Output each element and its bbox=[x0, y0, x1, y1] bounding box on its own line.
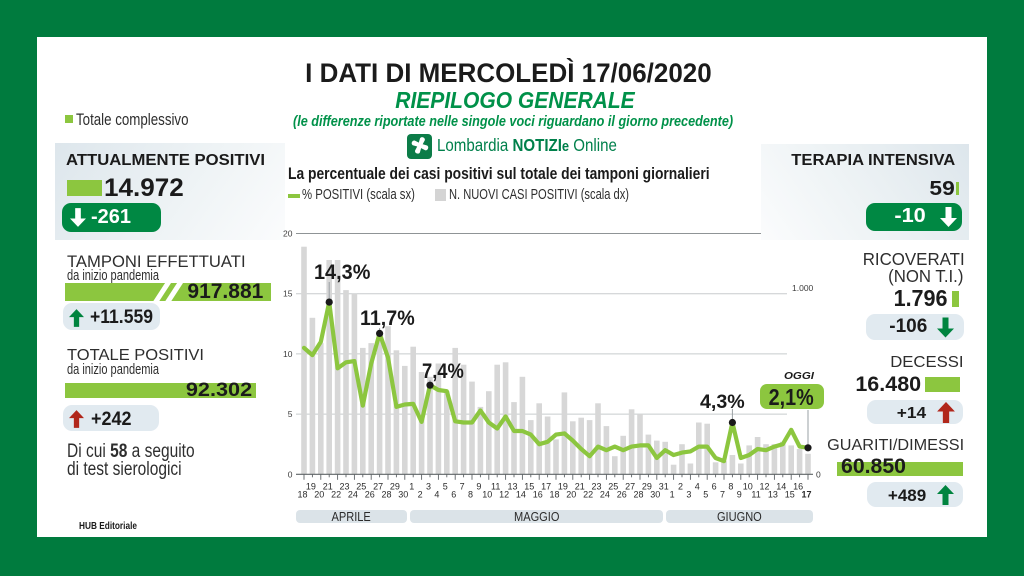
svg-text:29: 29 bbox=[390, 482, 400, 492]
svg-text:11: 11 bbox=[491, 482, 500, 492]
svg-text:1: 1 bbox=[670, 489, 675, 499]
svg-text:8: 8 bbox=[728, 482, 733, 492]
svg-text:4: 4 bbox=[695, 482, 700, 492]
svg-text:22: 22 bbox=[583, 489, 593, 499]
svg-text:20: 20 bbox=[566, 489, 576, 499]
svg-text:30: 30 bbox=[650, 489, 660, 499]
svg-text:19: 19 bbox=[558, 482, 568, 492]
svg-text:24: 24 bbox=[348, 489, 358, 499]
svg-text:1: 1 bbox=[409, 482, 414, 492]
svg-text:6: 6 bbox=[712, 482, 717, 492]
svg-text:20: 20 bbox=[283, 229, 293, 239]
svg-text:12: 12 bbox=[499, 489, 509, 499]
svg-text:5: 5 bbox=[703, 489, 708, 499]
svg-text:10: 10 bbox=[482, 489, 492, 499]
svg-text:17: 17 bbox=[801, 489, 811, 499]
svg-text:26: 26 bbox=[365, 489, 375, 499]
svg-text:8: 8 bbox=[468, 489, 473, 499]
svg-text:18: 18 bbox=[549, 489, 559, 499]
svg-text:16: 16 bbox=[793, 482, 803, 492]
svg-text:20: 20 bbox=[314, 489, 324, 499]
svg-text:13: 13 bbox=[507, 482, 517, 492]
svg-text:3: 3 bbox=[426, 482, 431, 492]
svg-text:16: 16 bbox=[533, 489, 543, 499]
svg-text:23: 23 bbox=[591, 482, 601, 492]
svg-text:26: 26 bbox=[617, 489, 627, 499]
svg-text:27: 27 bbox=[373, 482, 383, 492]
svg-text:6: 6 bbox=[451, 489, 456, 499]
svg-text:14: 14 bbox=[776, 482, 786, 492]
svg-text:29: 29 bbox=[642, 482, 652, 492]
svg-text:2: 2 bbox=[678, 482, 683, 492]
svg-text:3: 3 bbox=[686, 489, 691, 499]
svg-text:12: 12 bbox=[759, 482, 769, 492]
svg-text:15: 15 bbox=[785, 489, 795, 499]
svg-text:15: 15 bbox=[283, 289, 293, 299]
svg-text:9: 9 bbox=[476, 482, 481, 492]
svg-text:21: 21 bbox=[575, 482, 585, 492]
svg-text:10: 10 bbox=[743, 482, 753, 492]
svg-text:2: 2 bbox=[418, 489, 423, 499]
svg-text:22: 22 bbox=[331, 489, 341, 499]
svg-text:25: 25 bbox=[608, 482, 618, 492]
svg-text:7: 7 bbox=[460, 482, 465, 492]
svg-text:31: 31 bbox=[659, 482, 669, 492]
svg-text:13: 13 bbox=[768, 489, 778, 499]
svg-text:24: 24 bbox=[600, 489, 610, 499]
svg-text:0: 0 bbox=[288, 469, 293, 479]
svg-text:17: 17 bbox=[541, 482, 551, 492]
svg-text:27: 27 bbox=[625, 482, 635, 492]
svg-text:23: 23 bbox=[339, 482, 349, 492]
svg-text:7: 7 bbox=[720, 489, 725, 499]
svg-text:5: 5 bbox=[288, 409, 293, 419]
svg-text:5: 5 bbox=[443, 482, 448, 492]
svg-text:10: 10 bbox=[283, 349, 293, 359]
svg-text:28: 28 bbox=[381, 489, 391, 499]
svg-text:1.000: 1.000 bbox=[792, 283, 814, 293]
svg-text:25: 25 bbox=[356, 482, 366, 492]
svg-text:18: 18 bbox=[297, 489, 307, 499]
svg-text:14: 14 bbox=[516, 489, 526, 499]
svg-text:9: 9 bbox=[737, 489, 742, 499]
svg-text:28: 28 bbox=[633, 489, 643, 499]
svg-text:19: 19 bbox=[306, 482, 316, 492]
svg-text:15: 15 bbox=[524, 482, 534, 492]
svg-text:30: 30 bbox=[398, 489, 408, 499]
svg-text:0: 0 bbox=[816, 469, 821, 479]
svg-text:21: 21 bbox=[323, 482, 333, 492]
svg-text:11: 11 bbox=[751, 489, 760, 499]
svg-text:4: 4 bbox=[434, 489, 439, 499]
